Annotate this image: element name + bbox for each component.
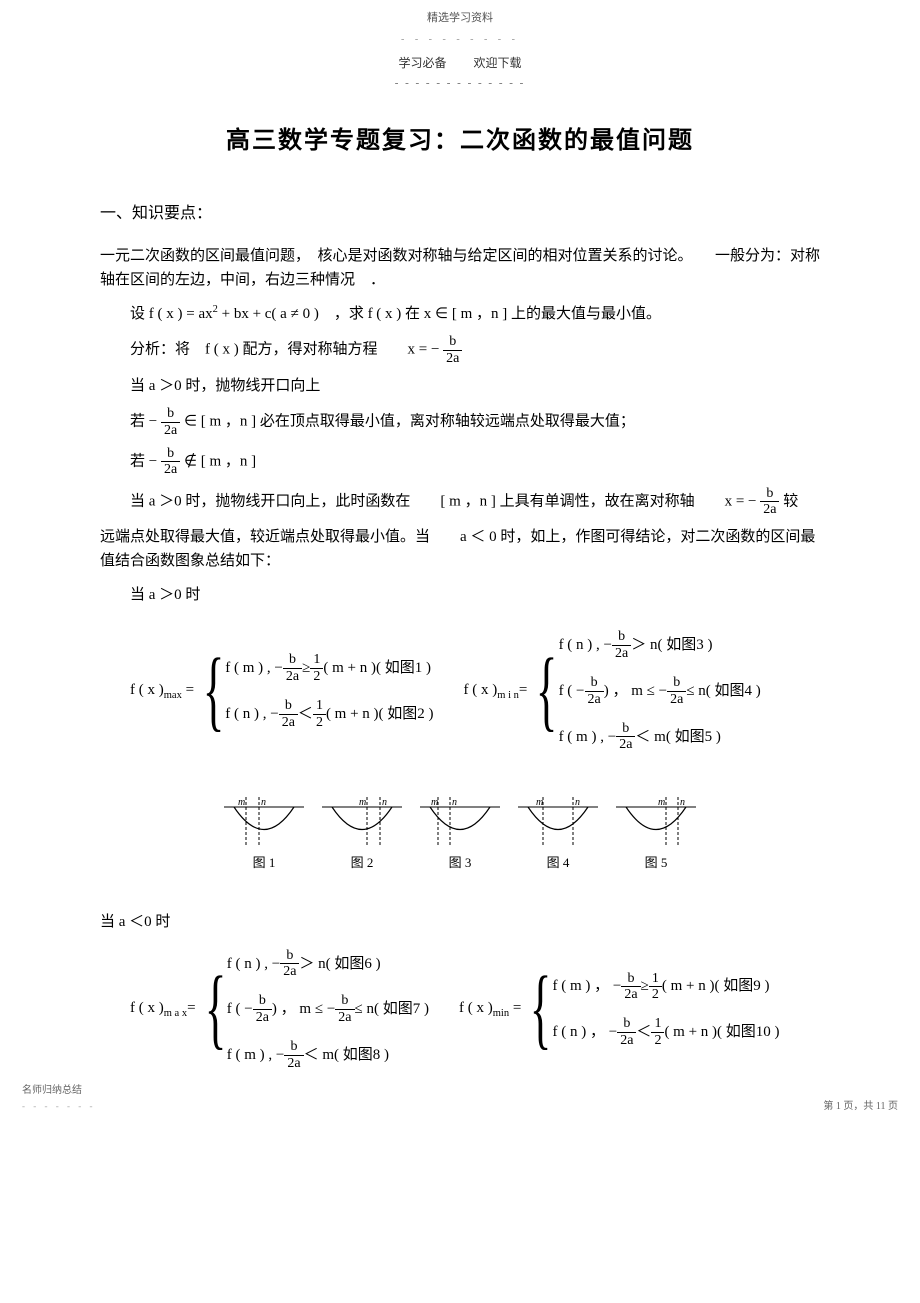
- svg-text:n: n: [575, 797, 580, 808]
- a-positive-heading: 当 a ＞0 时: [130, 583, 820, 607]
- section-heading: 一、知识要点：: [100, 201, 820, 227]
- fraction-b-over-2a: b2a: [760, 486, 779, 518]
- case-line: f ( m ) , − b2a ＜ m( 如图8 ): [227, 1039, 429, 1071]
- diagram-label: 图 4: [547, 853, 570, 874]
- mono-tail: 较: [783, 493, 798, 509]
- case-line: f ( n ) , − b2a ＞ n( 如图6 ): [227, 948, 429, 980]
- diagram-3: m n 图 3: [420, 797, 500, 874]
- case-line: f ( n ) , − b2a ＞ n( 如图3 ): [559, 629, 761, 661]
- piecewise-row-a-pos: f ( x )max = { f ( m ) , − b2a ≥ 12 ( m …: [100, 615, 820, 766]
- sub-left: 学习必备: [398, 56, 446, 70]
- case-line: f ( m ) ， − b2a ≥ 12 ( m + n )( 如图9 ): [553, 971, 780, 1003]
- footer-left: 名师归纳总结- - - - - - -: [22, 1083, 95, 1115]
- setup-line: 设 f ( x ) = ax2 + bx + c( a ≠ 0 ) ，求 f (…: [130, 302, 820, 326]
- diagram-label: 图 2: [351, 853, 374, 874]
- case-line: f ( m ) , − b2a ＜ m( 如图5 ): [559, 721, 761, 753]
- fmax-a-neg: f ( x )m a x= { f ( n ) , − b2a ＞ n( 如图6…: [130, 948, 429, 1071]
- setup-text: 设 f ( x ) = ax: [130, 306, 213, 322]
- analysis-line: 分析：将 f ( x ) 配方，得对称轴方程 x = − b2a: [130, 334, 820, 366]
- sub-header: 学习必备 欢迎下载: [100, 54, 820, 73]
- diagram-2: m n 图 2: [322, 797, 402, 874]
- diagram-label: 图 3: [449, 853, 472, 874]
- a-negative-heading: 当 a ＜0 时: [100, 910, 820, 934]
- page-title: 高三数学专题复习：二次函数的最值问题: [100, 122, 820, 160]
- fraction-b-over-2a: b2a: [161, 406, 180, 438]
- intro-paragraph: 一元二次函数的区间最值问题， 核心是对函数对称轴与给定区间的相对位置关系的讨论。…: [100, 244, 820, 292]
- case-line: f ( n ) ， − b2a ＜ 12 ( m + n )( 如图10 ): [553, 1016, 780, 1048]
- monotone-line: 当 a ＞0 时，抛物线开口向上，此时函数在 [ m ，n ] 上具有单调性，故…: [130, 486, 820, 518]
- fmax-a-pos: f ( x )max = { f ( m ) , − b2a ≥ 12 ( m …: [130, 652, 434, 730]
- if-in-pre: 若 −: [130, 413, 157, 429]
- svg-text:n: n: [452, 797, 457, 808]
- decorative-dots: - - - - - - - - -: [100, 32, 820, 48]
- fmin-a-pos: f ( x )m i n= { f ( n ) , − b2a ＞ n( 如图3…: [464, 629, 761, 752]
- diagram-row: m n 图 1 m n 图 2 m n 图 3: [100, 797, 820, 874]
- axis-in-interval: 若 − b2a ∈ [ m ，n ] 必在顶点取得最小值，离对称轴较远端点处取得…: [130, 406, 820, 438]
- diagram-label: 图 5: [645, 853, 668, 874]
- footer-right: 第 1 页，共 11 页: [823, 1099, 898, 1115]
- if-notin-post: ∉ [ m ，n ]: [184, 453, 256, 469]
- svg-text:n: n: [680, 797, 685, 808]
- left-brace-icon: {: [203, 655, 225, 727]
- svg-text:m: m: [431, 797, 438, 808]
- sub-right: 欢迎下载: [474, 56, 522, 70]
- case-line: f ( − b2a ) ， m ≤ − b2a ≤ n( 如图4 ): [559, 675, 761, 707]
- case-line: f ( − b2a ) ， m ≤ − b2a ≤ n( 如图7 ): [227, 993, 429, 1025]
- case-line: f ( n ) , − b2a ＜ 12 ( m + n )( 如图2 ): [225, 698, 433, 730]
- left-brace-icon: {: [536, 655, 558, 727]
- case-line: f ( m ) , − b2a ≥ 12 ( m + n )( 如图1 ): [225, 652, 433, 684]
- diagram-5: m n 图 5: [616, 797, 696, 874]
- dash-line: - - - - - - - - - - - - -: [100, 75, 820, 93]
- setup-text-2: + bx + c( a ≠ 0 ) ，求 f ( x ) 在 x ∈ [ m ，…: [218, 306, 661, 322]
- a-positive-line: 当 a ＞0 时，抛物线开口向上: [130, 374, 820, 398]
- piecewise-row-a-neg: f ( x )m a x= { f ( n ) , − b2a ＞ n( 如图6…: [100, 934, 820, 1085]
- left-brace-icon: {: [204, 973, 226, 1045]
- if-in-post: ∈ [ m ，n ] 必在顶点取得最小值，离对称轴较远端点处取得最大值；: [184, 413, 635, 429]
- mono-paragraph-2: 远端点处取得最大值，较近端点处取得最小值。当 a ＜ 0 时，如上，作图可得结论…: [100, 525, 820, 573]
- left-brace-icon: {: [530, 973, 552, 1045]
- svg-text:m: m: [658, 797, 665, 808]
- fmin-a-neg: f ( x )min = { f ( m ) ， − b2a ≥ 12 ( m …: [459, 971, 780, 1049]
- axis-not-in-interval: 若 − b2a ∉ [ m ，n ]: [130, 446, 820, 478]
- diagram-4: m n 图 4: [518, 797, 598, 874]
- analysis-pre: 分析：将 f ( x ) 配方，得对称轴方程 x = −: [130, 342, 439, 358]
- svg-text:m: m: [536, 797, 543, 808]
- mono-pre: 当 a ＞0 时，抛物线开口向上，此时函数在 [ m ，n ] 上具有单调性，故…: [130, 493, 757, 509]
- svg-text:n: n: [382, 797, 387, 808]
- svg-text:m: m: [359, 797, 366, 808]
- svg-text:m: m: [238, 797, 245, 808]
- fraction-b-over-2a: b2a: [443, 334, 462, 366]
- diagram-label: 图 1: [253, 853, 276, 874]
- svg-text:n: n: [261, 797, 266, 808]
- top-tag: 精选学习资料: [100, 10, 820, 28]
- fraction-b-over-2a: b2a: [161, 446, 180, 478]
- if-notin-pre: 若 −: [130, 453, 157, 469]
- diagram-1: m n 图 1: [224, 797, 304, 874]
